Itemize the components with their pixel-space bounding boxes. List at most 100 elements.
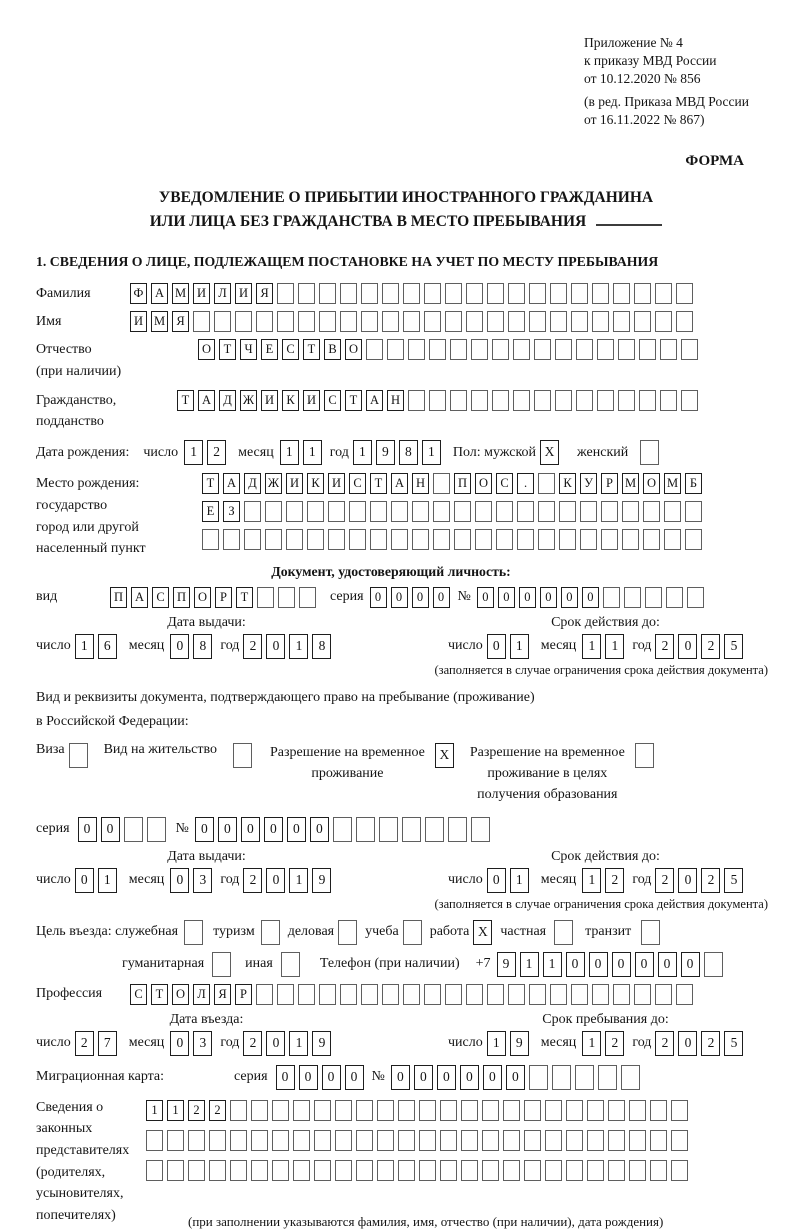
temp-permit-option: Разрешение на временное проживание X: [270, 742, 458, 784]
visa-label: Виза: [36, 741, 65, 757]
char-cell: [244, 501, 261, 523]
char-cell: 0: [369, 586, 387, 608]
char-cell: [613, 283, 630, 305]
month-label: месяц: [128, 638, 165, 654]
char-cell: О: [172, 983, 189, 1005]
char-cell: [524, 1129, 541, 1151]
char-cell: [402, 919, 422, 945]
char-cell: 0: [505, 1064, 525, 1090]
char-cell: 6: [97, 633, 117, 659]
sex-female-label: женский: [577, 444, 629, 460]
char-cell: [338, 919, 358, 945]
char-cell: 0: [432, 586, 450, 608]
char-cell: [424, 283, 441, 305]
char-cell: [475, 529, 492, 551]
char-cell: [676, 983, 693, 1005]
char-cell: [412, 529, 429, 551]
char-cell: Я: [214, 983, 231, 1005]
permit-type-row: Виза Вид на жительство Разрешение на вре…: [36, 742, 776, 805]
citizenship-label-line1: Гражданство,: [36, 392, 117, 408]
char-cell: 1: [97, 867, 117, 893]
char-cell: Е: [202, 501, 219, 523]
visa-checkbox: [68, 742, 92, 768]
char-cell: [644, 586, 662, 608]
char-cell: С: [349, 473, 366, 495]
char-cell: [260, 919, 280, 945]
char-cell: [550, 283, 567, 305]
char-cell: [650, 1129, 667, 1151]
char-cell: М: [151, 311, 168, 333]
char-cell: [349, 501, 366, 523]
char-cell: [592, 983, 609, 1005]
char-cell: О: [475, 473, 492, 495]
patronymic-label-line2: (при наличии): [36, 364, 122, 380]
residence-doc-line1: Вид и реквизиты документа, подтверждающе…: [36, 689, 535, 705]
char-cell: 0: [390, 1064, 410, 1090]
char-cell: [398, 1099, 415, 1121]
birth-date-label: Дата рождения:: [36, 444, 130, 460]
char-cell: 1: [352, 440, 372, 466]
char-cell: [230, 1099, 247, 1121]
char-cell: 2: [243, 1030, 263, 1056]
residence-permit-checkbox: [232, 742, 256, 768]
char-cell: [256, 311, 273, 333]
char-cell: 0: [286, 816, 306, 842]
char-cell: 1: [74, 633, 94, 659]
char-cell: 0: [581, 586, 599, 608]
char-cell: 1: [289, 633, 309, 659]
char-cell: 0: [344, 1064, 364, 1090]
char-cell: [643, 501, 660, 523]
char-cell: 9: [312, 1030, 332, 1056]
char-cell: [629, 1099, 646, 1121]
char-cell: [643, 529, 660, 551]
char-cell: [433, 473, 450, 495]
char-cell: [545, 1129, 562, 1151]
char-cell: 0: [170, 867, 190, 893]
char-cell: [660, 389, 677, 411]
char-cell: [403, 983, 420, 1005]
char-cell: О: [194, 586, 211, 608]
purpose-work-label: работа: [429, 924, 470, 940]
char-cell: [424, 983, 441, 1005]
char-cell: О: [198, 339, 215, 361]
char-cell: 1: [421, 440, 441, 466]
revision-line: (в ред. Приказа МВД России: [584, 94, 749, 110]
char-cell: И: [235, 283, 252, 305]
char-cell: X: [434, 742, 454, 768]
char-cell: 0: [298, 1064, 318, 1090]
char-cell: [328, 529, 345, 551]
char-cell: [340, 983, 357, 1005]
char-cell: [370, 529, 387, 551]
char-cell: [554, 919, 574, 945]
char-cell: 2: [701, 1030, 721, 1056]
char-cell: 2: [655, 1030, 675, 1056]
char-cell: 2: [605, 867, 625, 893]
purpose-work-checkbox: X: [473, 919, 496, 945]
char-cell: [293, 1099, 310, 1121]
citizenship-label-line2: подданство: [36, 414, 104, 430]
char-cell: Т: [151, 983, 168, 1005]
phone-prefix: +7: [475, 956, 491, 972]
char-cell: [293, 1129, 310, 1151]
char-cell: .: [517, 473, 534, 495]
char-cell: 2: [701, 867, 721, 893]
char-cell: [68, 742, 88, 768]
char-cell: [487, 983, 504, 1005]
char-cell: [419, 1129, 436, 1151]
char-cell: И: [261, 389, 278, 411]
char-cell: 0: [482, 1064, 502, 1090]
char-cell: [424, 816, 444, 842]
char-cell: [471, 339, 488, 361]
char-cell: 0: [565, 951, 585, 977]
char-cell: 0: [77, 816, 97, 842]
surname-label: Фамилия: [36, 285, 91, 301]
char-cell: [580, 501, 597, 523]
doc-expiry-note: (заполняется в случае ограничения срока …: [434, 662, 768, 677]
